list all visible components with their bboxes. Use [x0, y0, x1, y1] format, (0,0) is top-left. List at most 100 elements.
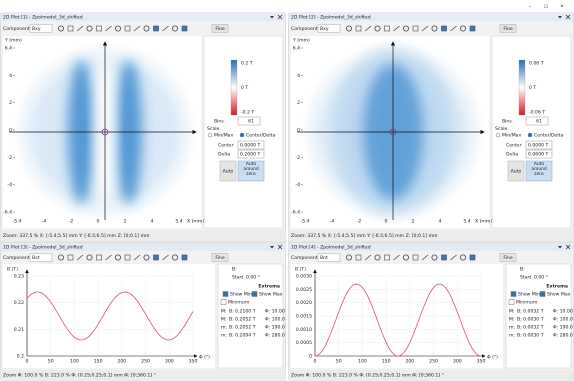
toolbar-icon[interactable]	[402, 254, 409, 261]
toolbar-icon[interactable]	[450, 25, 457, 32]
panel-pin[interactable]	[270, 16, 274, 19]
toolbar-icon[interactable]	[162, 25, 169, 32]
toolbar-icon[interactable]	[105, 25, 112, 32]
toolbar-icon[interactable]	[115, 25, 122, 32]
checkbox[interactable]	[510, 291, 517, 297]
delta-input[interactable]	[237, 149, 265, 159]
component-select[interactable]	[29, 24, 53, 33]
toolbar-icon[interactable]	[58, 25, 65, 32]
toolbar-icon[interactable]	[393, 254, 400, 261]
toolbar-icon[interactable]	[96, 254, 102, 261]
bins-label: Bins	[502, 119, 512, 125]
panel-close[interactable]	[277, 244, 283, 250]
toolbar-icon[interactable]	[402, 25, 409, 32]
toolbar-icon[interactable]	[421, 25, 429, 32]
toolbar-icon[interactable]	[133, 25, 141, 32]
toolbar-icon[interactable]	[171, 254, 178, 261]
auto-zero-button[interactable]	[237, 160, 265, 182]
auto-button[interactable]	[219, 160, 237, 182]
toolbar-icon[interactable]	[469, 25, 476, 32]
toolbar-icon[interactable]	[133, 254, 141, 261]
radio[interactable]	[239, 132, 245, 138]
y-tick-label: 6.4	[5, 46, 12, 52]
toolbar-icon[interactable]	[374, 254, 381, 261]
toolbar-icon[interactable]	[153, 25, 159, 32]
toolbar-icon[interactable]	[441, 25, 447, 32]
fine-button[interactable]	[499, 253, 517, 262]
toolbar-icon[interactable]	[76, 25, 84, 32]
toolbar-icon[interactable]	[345, 25, 352, 32]
delta-input[interactable]	[525, 149, 553, 159]
bins-label: Bins	[214, 119, 224, 125]
component-select[interactable]	[317, 24, 341, 33]
checkbox[interactable]	[220, 299, 227, 305]
radio[interactable]	[207, 132, 213, 138]
toolbar-icon[interactable]	[384, 25, 390, 32]
toolbar-icon[interactable]	[459, 254, 466, 261]
toolbar-icon[interactable]	[105, 254, 112, 261]
fine-button[interactable]	[211, 24, 229, 33]
panel-close[interactable]	[565, 14, 571, 20]
fine-button[interactable]	[499, 24, 517, 33]
toolbar-icon[interactable]	[171, 25, 178, 32]
checkbox[interactable]	[539, 291, 546, 297]
toolbar-icon[interactable]	[469, 254, 476, 261]
toolbar-icon[interactable]	[86, 254, 93, 261]
toolbar-icon[interactable]	[143, 254, 150, 261]
bins-input[interactable]	[237, 116, 261, 126]
radio[interactable]	[495, 132, 501, 138]
x-axis-label: X (mm)	[475, 219, 492, 225]
toolbar-icon[interactable]	[393, 25, 400, 32]
toolbar-icon[interactable]	[115, 254, 122, 261]
panel-pin[interactable]	[270, 246, 274, 249]
panel-pin[interactable]	[558, 246, 562, 249]
toolbar-icon[interactable]	[355, 254, 362, 261]
toolbar-icon[interactable]	[421, 254, 429, 261]
toolbar-icon[interactable]	[364, 25, 372, 32]
component-label: Component	[3, 26, 30, 32]
toolbar-icon[interactable]	[412, 254, 419, 261]
center-input[interactable]	[525, 140, 553, 150]
checkbox[interactable]	[508, 299, 515, 305]
toolbar-icon[interactable]	[450, 254, 457, 261]
toolbar-icon[interactable]	[96, 25, 102, 32]
toolbar-icon[interactable]	[412, 25, 419, 32]
toolbar-icon[interactable]	[441, 254, 447, 261]
toolbar-icon[interactable]	[431, 254, 438, 261]
toolbar-icon[interactable]	[431, 25, 438, 32]
toolbar-icon[interactable]	[364, 254, 372, 261]
auto-button[interactable]	[507, 160, 525, 182]
toolbar-icon[interactable]	[124, 254, 131, 261]
toolbar-icon[interactable]	[124, 25, 131, 32]
checkbox[interactable]	[222, 291, 229, 297]
panel-close[interactable]	[565, 244, 571, 250]
toolbar-icon[interactable]	[162, 254, 169, 261]
radio[interactable]	[527, 132, 533, 138]
toolbar-icon[interactable]	[153, 254, 159, 261]
component-select[interactable]	[317, 253, 341, 262]
panel-close[interactable]	[277, 14, 283, 20]
toolbar-icon[interactable]	[345, 254, 352, 261]
toolbar-icon[interactable]	[384, 254, 390, 261]
checkbox[interactable]	[251, 291, 258, 297]
toolbar-icon[interactable]	[58, 254, 65, 261]
extrema-cell: B: 0.0032 T	[517, 309, 544, 315]
toolbar-icon[interactable]	[459, 25, 466, 32]
panel-pin[interactable]	[558, 16, 562, 19]
toolbar-icon[interactable]	[181, 254, 188, 261]
toolbar-icon[interactable]	[355, 25, 362, 32]
toolbar-icon[interactable]	[86, 25, 93, 32]
center-input[interactable]	[237, 140, 265, 150]
bins-input[interactable]	[525, 116, 549, 126]
toolbar-icon[interactable]	[67, 254, 74, 261]
component-select[interactable]	[29, 253, 53, 262]
toolbar-icon[interactable]	[67, 25, 74, 32]
show-min-label: Show Min	[518, 292, 540, 298]
toolbar-icon[interactable]	[374, 25, 381, 32]
fine-button[interactable]	[211, 253, 229, 262]
auto-zero-button[interactable]	[525, 160, 553, 182]
toolbar-icon[interactable]	[143, 25, 150, 32]
toolbar-icon[interactable]	[76, 254, 84, 261]
x-tick-label: 350	[477, 359, 486, 365]
toolbar-icon[interactable]	[181, 25, 188, 32]
